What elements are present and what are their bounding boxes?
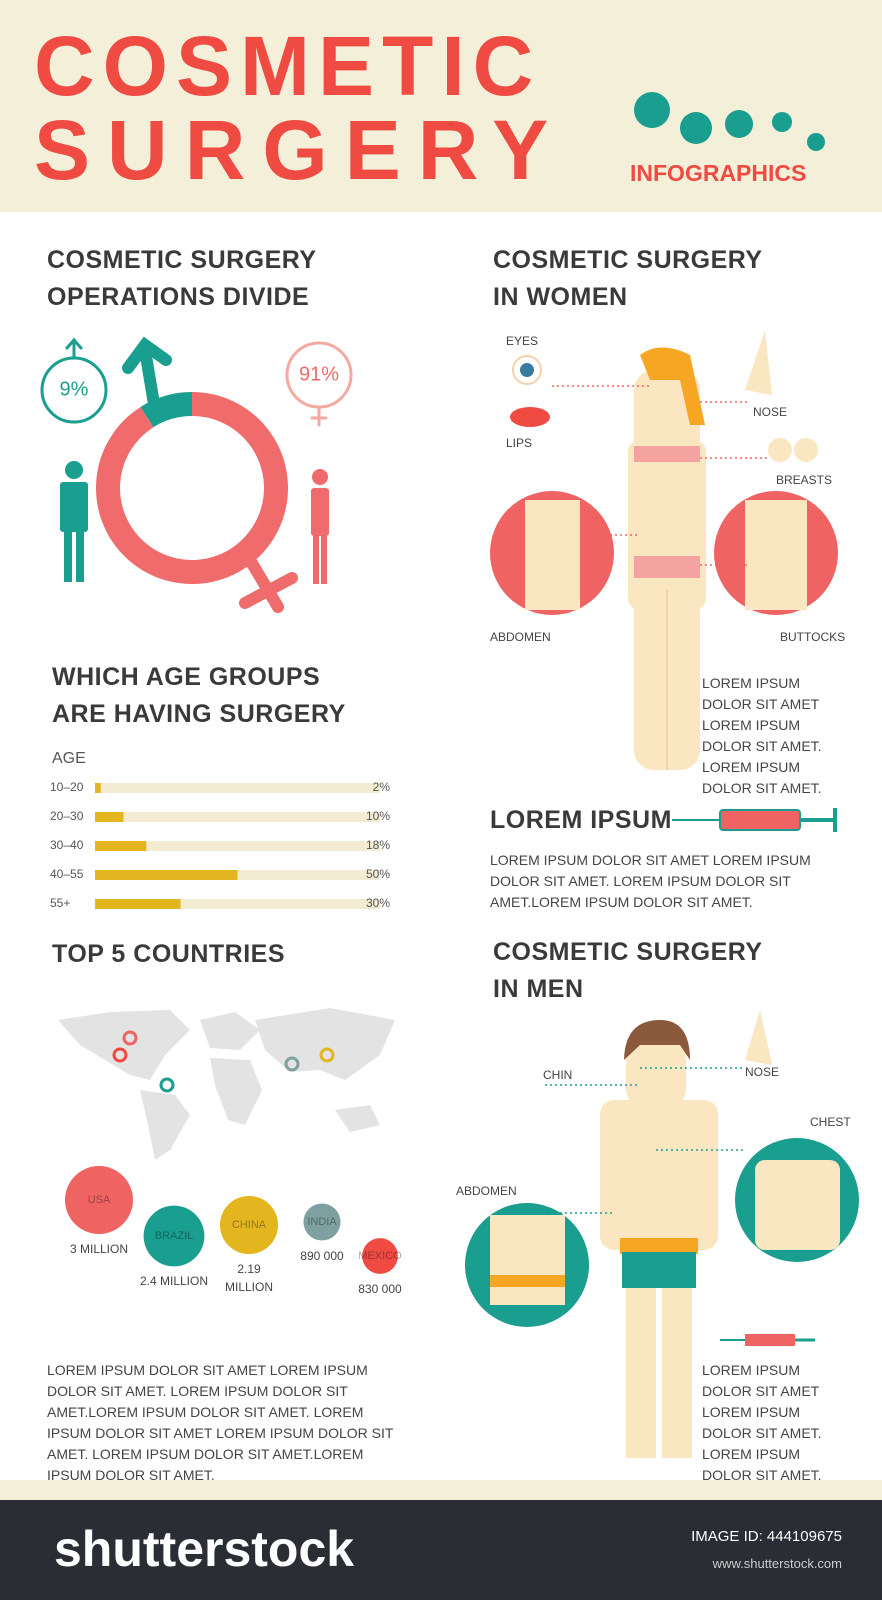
dots (634, 92, 825, 151)
category-label: 40–55 (50, 867, 84, 881)
bubble (219, 1195, 279, 1255)
value-label: 2% (373, 780, 391, 794)
section-title: OPERATIONS DIVIDE (47, 283, 310, 311)
label: ABDOMEN (490, 630, 551, 644)
man-figure (465, 1010, 859, 1458)
value-label: 9% (60, 378, 89, 400)
bubble-label: BRAZIL (155, 1230, 194, 1242)
value-label: 91% (299, 363, 339, 385)
url[interactable]: www.shutterstock.com (712, 1556, 842, 1571)
label: EYES (506, 334, 539, 348)
section-title: COSMETIC SURGERY (47, 246, 317, 274)
syringe (672, 808, 837, 1346)
donut-segment (96, 392, 288, 584)
gender-decor (40, 336, 353, 613)
label: BUTTOCKS (780, 630, 846, 644)
label: CHIN (543, 1068, 573, 1082)
paragraph: LOREM IPSUM DOLOR SIT AMET LOREM IPSUM D… (702, 675, 822, 796)
bar-track (95, 812, 380, 822)
title-line: COSMETIC (34, 19, 542, 113)
category-label: 10–20 (50, 780, 84, 794)
footer-logo: shutterstock (54, 1521, 355, 1577)
section-title: WHICH AGE GROUPS (52, 663, 321, 691)
value-label: 3 MILLION (69, 1242, 129, 1256)
label: LIPS (506, 436, 533, 450)
section-title: LOREM IPSUM (490, 806, 672, 834)
woman-figure (490, 330, 838, 770)
value-label: 30% (366, 896, 390, 910)
bubble (362, 1238, 398, 1274)
section-title: IN WOMEN (493, 283, 628, 311)
value-label: 10% (366, 809, 390, 823)
bubble-label: INDIA (307, 1216, 337, 1228)
category-label: 20–30 (50, 809, 84, 823)
label: NOSE (753, 405, 788, 419)
bubble (303, 1203, 341, 1241)
bottom-strip (0, 1480, 882, 1500)
value-label: 50% (366, 867, 390, 881)
section-title: ARE HAVING SURGERY (52, 700, 346, 728)
footer-bg (0, 1500, 882, 1600)
section-title: TOP 5 COUNTRIES (52, 940, 286, 968)
bubble (65, 1166, 133, 1234)
bubble-label: USA (88, 1194, 111, 1206)
section-title: IN MEN (493, 975, 584, 1003)
bubble (143, 1205, 205, 1267)
bar (95, 841, 147, 851)
bar-track (95, 899, 380, 909)
bar (95, 783, 101, 793)
value-label: 2.4 MILLION (139, 1274, 209, 1289)
bar-track (95, 783, 380, 793)
paragraph: LOREM IPSUM DOLOR SIT AMET LOREM IPSUM D… (47, 1362, 394, 1483)
title-line: SURGERY (34, 103, 566, 197)
bar-track (95, 841, 380, 851)
value-label: 2.19 MILLION (224, 1262, 273, 1295)
category-label: 30–40 (50, 838, 84, 852)
bar (95, 812, 124, 822)
value-label: 830 000 (358, 1281, 402, 1296)
map-pins (112, 1030, 335, 1093)
world-map (58, 1008, 395, 1160)
label: ABDOMEN (456, 1184, 517, 1198)
bubble-label: CHINA (232, 1219, 267, 1231)
value-label: 18% (366, 838, 390, 852)
label: BREASTS (776, 473, 833, 487)
axis-label: AGE (52, 750, 86, 767)
label: NOSE (745, 1065, 780, 1079)
paragraph: LOREM IPSUM DOLOR SIT AMET LOREM IPSUM D… (490, 852, 811, 910)
subtitle: INFOGRAPHICS (630, 160, 807, 186)
section-title: COSMETIC SURGERY (493, 938, 763, 966)
paragraph: LOREM IPSUM DOLOR SIT AMET LOREM IPSUM D… (702, 1362, 822, 1483)
donut-segment (140, 392, 193, 428)
header-bg (0, 0, 882, 212)
image-id: IMAGE ID: 444109675 (691, 1528, 842, 1545)
value-label: 890 000 (300, 1248, 344, 1263)
bubble-label: MEXICO (358, 1250, 402, 1262)
section-title: COSMETIC SURGERY (493, 246, 763, 274)
bar (95, 899, 181, 909)
bar (95, 870, 238, 880)
label: CHEST (810, 1115, 851, 1129)
category-label: 55+ (50, 896, 70, 910)
